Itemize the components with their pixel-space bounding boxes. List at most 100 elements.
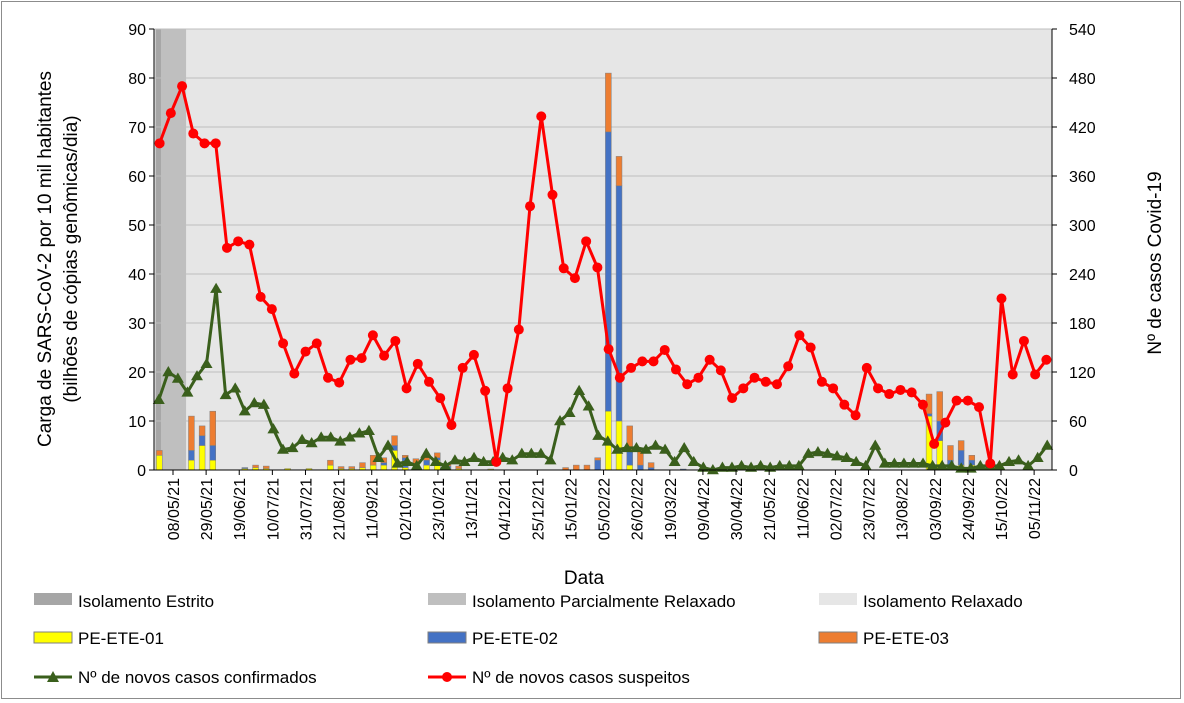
point-confirmed xyxy=(850,455,863,467)
x-tick-label: 13/08/22 xyxy=(895,478,912,540)
point-suspected xyxy=(188,128,199,139)
point-confirmed xyxy=(200,357,213,369)
point-confirmed xyxy=(554,415,567,426)
point-confirmed xyxy=(219,388,232,400)
point-confirmed xyxy=(735,459,748,471)
bar-pe-ete-02 xyxy=(423,459,430,466)
point-suspected xyxy=(1041,354,1052,365)
bar-pe-ete-03 xyxy=(156,450,163,456)
point-confirmed xyxy=(382,439,395,450)
point-suspected xyxy=(480,385,491,396)
bar-pe-ete-03 xyxy=(252,464,259,468)
bar-pe-ete-01 xyxy=(209,459,216,471)
point-confirmed xyxy=(458,455,471,467)
point-confirmed xyxy=(697,461,710,472)
point-suspected xyxy=(626,362,637,373)
bar-pe-ete-03 xyxy=(615,156,623,187)
legend-isolamento-estrito-swatch xyxy=(34,593,72,605)
legend-pe-ete-02-label: PE-ETE-02 xyxy=(472,629,558,648)
point-confirmed xyxy=(267,423,280,434)
y-left-tick-label: 20 xyxy=(128,365,146,382)
point-suspected xyxy=(513,324,524,335)
point-confirmed xyxy=(678,441,691,453)
point-suspected xyxy=(850,410,861,421)
y-right-tick-label: 480 xyxy=(1069,71,1096,88)
period-relaxed xyxy=(154,29,1052,470)
legend-pe-ete-03-swatch xyxy=(818,631,858,644)
point-confirmed xyxy=(601,435,614,446)
point-suspected xyxy=(614,372,625,383)
point-confirmed xyxy=(429,455,442,467)
point-suspected xyxy=(536,111,547,122)
y-left-tick-label: 80 xyxy=(128,71,146,88)
point-confirmed xyxy=(171,372,184,383)
legend-n-de-novos-casos-suspeitos-swatch-marker xyxy=(442,672,452,682)
bar-pe-ete-02 xyxy=(188,450,195,461)
bar-pe-ete-01 xyxy=(369,464,377,471)
point-confirmed xyxy=(343,431,356,442)
x-tick-label: 25/12/21 xyxy=(530,478,547,540)
point-confirmed xyxy=(1041,439,1054,450)
bar-pe-ete-03 xyxy=(455,465,462,469)
x-tick-label: 04/12/21 xyxy=(497,478,514,540)
x-tick-label: 02/10/21 xyxy=(398,478,415,540)
point-confirmed xyxy=(878,457,891,468)
point-suspected xyxy=(828,383,839,394)
y-right-tick-label: 180 xyxy=(1069,316,1096,333)
x-tick-label: 31/07/21 xyxy=(298,478,315,540)
point-suspected xyxy=(693,372,704,383)
bar-pe-ete-02 xyxy=(594,459,601,471)
point-confirmed xyxy=(544,454,557,465)
bar-pe-ete-02 xyxy=(615,185,623,422)
point-confirmed xyxy=(506,454,519,465)
point-confirmed xyxy=(401,455,414,467)
legend-n-de-novos-casos-confirmados-label: Nº de novos casos confirmados xyxy=(78,668,317,687)
point-confirmed xyxy=(468,451,481,462)
point-confirmed xyxy=(869,439,882,450)
point-confirmed xyxy=(831,450,844,461)
point-suspected xyxy=(794,330,805,341)
point-confirmed xyxy=(353,427,366,438)
point-suspected xyxy=(233,236,244,247)
point-suspected xyxy=(457,362,468,373)
point-suspected xyxy=(1007,369,1018,380)
point-confirmed xyxy=(840,451,853,462)
bar-pe-ete-01 xyxy=(380,464,388,471)
point-suspected xyxy=(255,291,266,302)
x-tick-label: 26/02/22 xyxy=(630,478,647,540)
point-confirmed xyxy=(190,370,203,381)
point-confirmed xyxy=(897,457,910,468)
bar-pe-ete-03 xyxy=(327,459,334,466)
point-suspected xyxy=(637,356,648,367)
y-left-title-line1: Carga de SARS-CoV-2 por 10 mil habitante… xyxy=(35,71,56,447)
point-suspected xyxy=(985,458,996,469)
point-suspected xyxy=(424,376,435,387)
y-left-title-line2: (bilhões de cópias genômicas/dia) xyxy=(61,115,82,402)
point-suspected xyxy=(873,383,884,394)
point-suspected xyxy=(199,138,210,149)
point-confirmed xyxy=(477,455,490,467)
bar-pe-ete-03 xyxy=(348,466,355,469)
y-left-tick-label: 60 xyxy=(128,169,146,186)
point-suspected xyxy=(906,387,917,398)
point-confirmed xyxy=(563,406,576,418)
x-tick-label: 23/07/22 xyxy=(862,478,879,540)
y-left-tick-label: 10 xyxy=(128,414,146,431)
legend-pe-ete-01-label: PE-ETE-01 xyxy=(78,629,164,648)
point-suspected xyxy=(165,108,176,119)
point-suspected xyxy=(839,399,850,410)
point-confirmed xyxy=(582,400,595,411)
point-confirmed xyxy=(515,447,528,458)
y-right-tick-label: 540 xyxy=(1069,22,1096,39)
point-confirmed xyxy=(611,443,624,454)
x-tick-label: 15/01/22 xyxy=(563,478,580,540)
point-suspected xyxy=(379,350,390,361)
x-tick-label: 11/09/21 xyxy=(365,478,382,539)
y-right-title: Nº de casos Covid-19 xyxy=(1145,171,1166,354)
point-confirmed xyxy=(181,386,194,397)
y-right-tick-label: 300 xyxy=(1069,218,1096,235)
point-suspected xyxy=(244,239,255,250)
point-suspected xyxy=(884,389,895,400)
point-suspected xyxy=(412,358,423,369)
point-confirmed xyxy=(229,382,242,393)
